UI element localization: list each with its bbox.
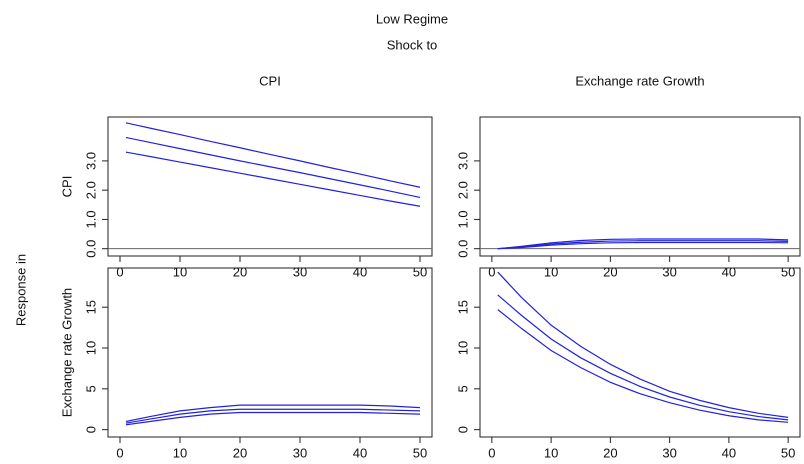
response-line <box>125 408 421 424</box>
chart-subtitle: Shock to <box>387 37 438 52</box>
x-tick-label: 10 <box>544 264 558 279</box>
y-tick-label: 0 <box>83 426 98 433</box>
y-tick-label: 2.0 <box>455 181 470 199</box>
x-tick-label: 20 <box>603 445 617 460</box>
x-tick-label: 40 <box>722 445 736 460</box>
plot-frame <box>479 267 801 438</box>
y-tick-label: 15 <box>455 300 470 314</box>
plot-frame <box>107 116 433 257</box>
x-tick-label: 0 <box>488 445 495 460</box>
x-tick-label: 0 <box>116 445 123 460</box>
x-tick-label: 50 <box>781 264 795 279</box>
response-line <box>497 241 789 250</box>
response-line <box>497 271 789 419</box>
x-tick-label: 20 <box>233 264 247 279</box>
response-line <box>125 151 421 207</box>
x-tick-label: 50 <box>413 264 427 279</box>
y-tick-label: 1.0 <box>83 210 98 228</box>
x-tick-label: 10 <box>173 264 187 279</box>
plot-frame <box>479 116 801 257</box>
x-tick-label: 30 <box>662 264 676 279</box>
y-tick-label: 5 <box>455 385 470 392</box>
y-tick-label: 0.0 <box>455 240 470 258</box>
panel-title: Exchange rate Growth <box>575 73 704 88</box>
response-line <box>125 411 421 426</box>
x-tick-label: 40 <box>722 264 736 279</box>
x-tick-label: 20 <box>603 264 617 279</box>
y-tick-label: 2.0 <box>83 181 98 199</box>
x-tick-label: 30 <box>293 264 307 279</box>
response-line <box>497 309 789 423</box>
x-tick-label: 30 <box>662 445 676 460</box>
y-tick-label: 15 <box>83 300 98 314</box>
y-tick-label: 10 <box>83 341 98 355</box>
y-tick-label: 0.0 <box>83 240 98 258</box>
y-tick-label: 3.0 <box>455 152 470 170</box>
response-line <box>125 136 421 199</box>
y-tick-label: 0 <box>455 426 470 433</box>
x-tick-label: 20 <box>233 445 247 460</box>
y-tick-label: 10 <box>455 341 470 355</box>
panel-title: CPI <box>259 73 281 88</box>
plot-frame <box>107 267 433 438</box>
x-tick-label: 30 <box>293 445 307 460</box>
x-tick-label: 0 <box>116 264 123 279</box>
panel-ylabel: CPI <box>59 176 74 198</box>
x-tick-label: 50 <box>413 445 427 460</box>
response-line <box>497 240 789 250</box>
y-axis-title: Response in <box>13 254 28 326</box>
y-tick-label: 1.0 <box>455 210 470 228</box>
chart-title: Low Regime <box>376 11 448 26</box>
response-line <box>497 238 789 250</box>
x-tick-label: 0 <box>488 264 495 279</box>
x-tick-label: 40 <box>353 445 367 460</box>
y-tick-label: 3.0 <box>83 152 98 170</box>
x-tick-label: 50 <box>781 445 795 460</box>
x-tick-label: 10 <box>544 445 558 460</box>
response-line <box>125 122 421 188</box>
x-tick-label: 40 <box>353 264 367 279</box>
x-tick-label: 10 <box>173 445 187 460</box>
panel-ylabel: Exchange rate Growth <box>59 288 74 417</box>
y-tick-label: 5 <box>83 385 98 392</box>
response-line <box>497 294 789 421</box>
response-line <box>125 404 421 423</box>
